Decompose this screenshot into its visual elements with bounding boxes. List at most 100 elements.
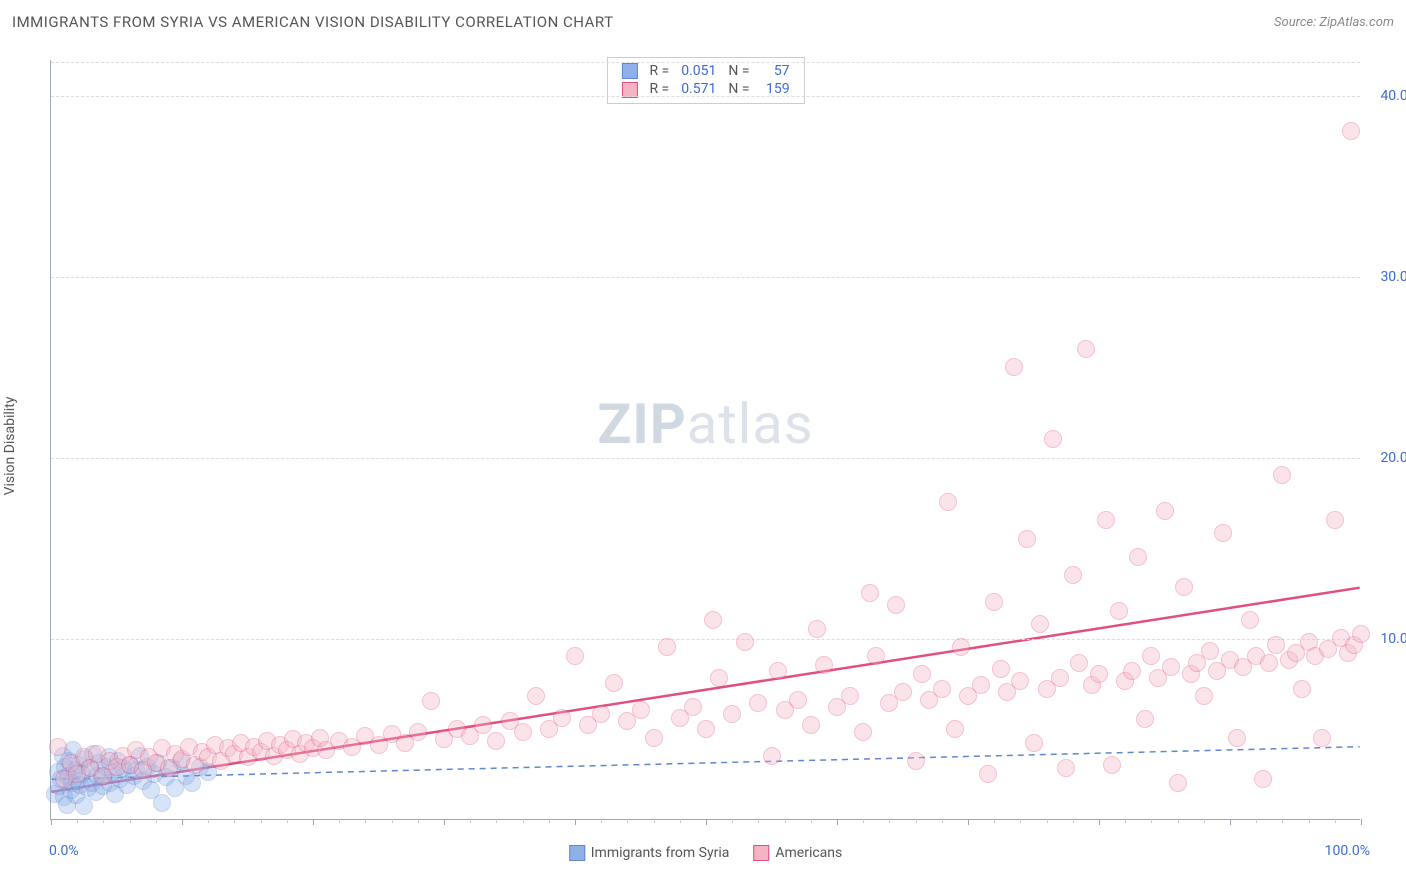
data-point xyxy=(1018,530,1036,548)
data-point xyxy=(684,698,702,716)
data-point xyxy=(409,723,427,741)
data-point xyxy=(605,674,623,692)
data-point xyxy=(1057,759,1075,777)
x-tick xyxy=(837,819,838,825)
data-point xyxy=(789,691,807,709)
data-point xyxy=(1136,710,1154,728)
data-point xyxy=(1025,734,1043,752)
data-point xyxy=(1123,662,1141,680)
data-point xyxy=(854,723,872,741)
watermark-bold: ZIP xyxy=(597,391,686,457)
data-point xyxy=(527,687,545,705)
data-point xyxy=(183,774,201,792)
x-tick xyxy=(706,819,707,825)
x-tick xyxy=(444,819,445,825)
data-point xyxy=(1090,665,1108,683)
x-tick xyxy=(103,819,104,823)
data-point xyxy=(1241,611,1259,629)
grid-line-top xyxy=(51,62,1360,63)
data-point xyxy=(723,705,741,723)
x-tick xyxy=(601,819,602,823)
data-point xyxy=(1142,647,1160,665)
r-value-syria: 0.051 xyxy=(675,62,722,80)
data-point xyxy=(736,633,754,651)
data-point xyxy=(553,709,571,727)
data-point xyxy=(1214,524,1232,542)
data-point xyxy=(992,660,1010,678)
x-tick xyxy=(994,819,995,823)
x-tick xyxy=(1151,819,1152,823)
x-tick xyxy=(1073,819,1074,823)
data-point xyxy=(939,493,957,511)
data-point xyxy=(1110,602,1128,620)
x-tick xyxy=(785,819,786,823)
data-point xyxy=(75,797,93,815)
data-point xyxy=(1201,642,1219,660)
x-tick xyxy=(523,819,524,823)
x-tick xyxy=(1282,819,1283,823)
x-tick xyxy=(1361,819,1362,825)
chart-source: Source: ZipAtlas.com xyxy=(1274,15,1394,30)
x-tick xyxy=(968,819,969,825)
data-point xyxy=(1129,548,1147,566)
legend-label: Americans xyxy=(775,845,842,861)
data-point xyxy=(913,665,931,683)
data-point xyxy=(867,647,885,665)
watermark: ZIPatlas xyxy=(597,391,813,457)
data-point xyxy=(749,694,767,712)
x-tick xyxy=(811,819,812,823)
data-point xyxy=(972,676,990,694)
data-point xyxy=(514,723,532,741)
grid-line xyxy=(51,277,1360,278)
data-point xyxy=(704,611,722,629)
x-tick xyxy=(942,819,943,823)
grid-line xyxy=(51,96,1360,97)
x-tick xyxy=(392,819,393,823)
x-tick xyxy=(1256,819,1257,823)
x-tick xyxy=(234,819,235,823)
x-tick xyxy=(549,819,550,823)
x-tick xyxy=(863,819,864,823)
data-point xyxy=(815,656,833,674)
data-point xyxy=(1031,615,1049,633)
y-tick-label: 30.0% xyxy=(1380,269,1406,285)
x-tick xyxy=(496,819,497,823)
data-point xyxy=(1097,511,1115,529)
data-point xyxy=(861,584,879,602)
data-point xyxy=(474,716,492,734)
data-point xyxy=(1103,756,1121,774)
legend-swatch-americans xyxy=(621,82,637,98)
x-tick xyxy=(287,819,288,823)
data-point xyxy=(1169,774,1187,792)
data-point xyxy=(1044,430,1062,448)
x-tick-max: 100.0% xyxy=(1325,843,1370,859)
chart-header: IMMIGRANTS FROM SYRIA VS AMERICAN VISION… xyxy=(0,0,1406,44)
n-label: N = xyxy=(722,62,755,80)
x-tick xyxy=(261,819,262,823)
x-tick xyxy=(654,819,655,823)
data-point xyxy=(894,683,912,701)
x-tick xyxy=(916,819,917,823)
data-point xyxy=(1293,680,1311,698)
plot-area: ZIPatlas R = 0.051 N = 57 R = 0.571 N = … xyxy=(50,60,1360,820)
legend-item: Immigrants from Syria xyxy=(569,845,730,861)
series-legend: Immigrants from Syria Americans xyxy=(569,845,843,861)
legend-label: Immigrants from Syria xyxy=(591,845,730,861)
watermark-rest: atlas xyxy=(687,391,814,457)
data-point xyxy=(697,720,715,738)
legend-swatch xyxy=(753,845,769,861)
x-tick xyxy=(680,819,681,823)
x-tick xyxy=(1020,819,1021,823)
data-point xyxy=(1195,687,1213,705)
x-tick xyxy=(77,819,78,823)
data-point xyxy=(566,647,584,665)
data-point xyxy=(1352,625,1370,643)
data-point xyxy=(887,596,905,614)
x-tick xyxy=(130,819,131,823)
data-point xyxy=(933,680,951,698)
x-tick xyxy=(1125,819,1126,823)
y-tick-label: 40.0% xyxy=(1380,88,1406,104)
data-point xyxy=(1273,466,1291,484)
data-point xyxy=(985,593,1003,611)
r-label: R = xyxy=(643,62,675,80)
